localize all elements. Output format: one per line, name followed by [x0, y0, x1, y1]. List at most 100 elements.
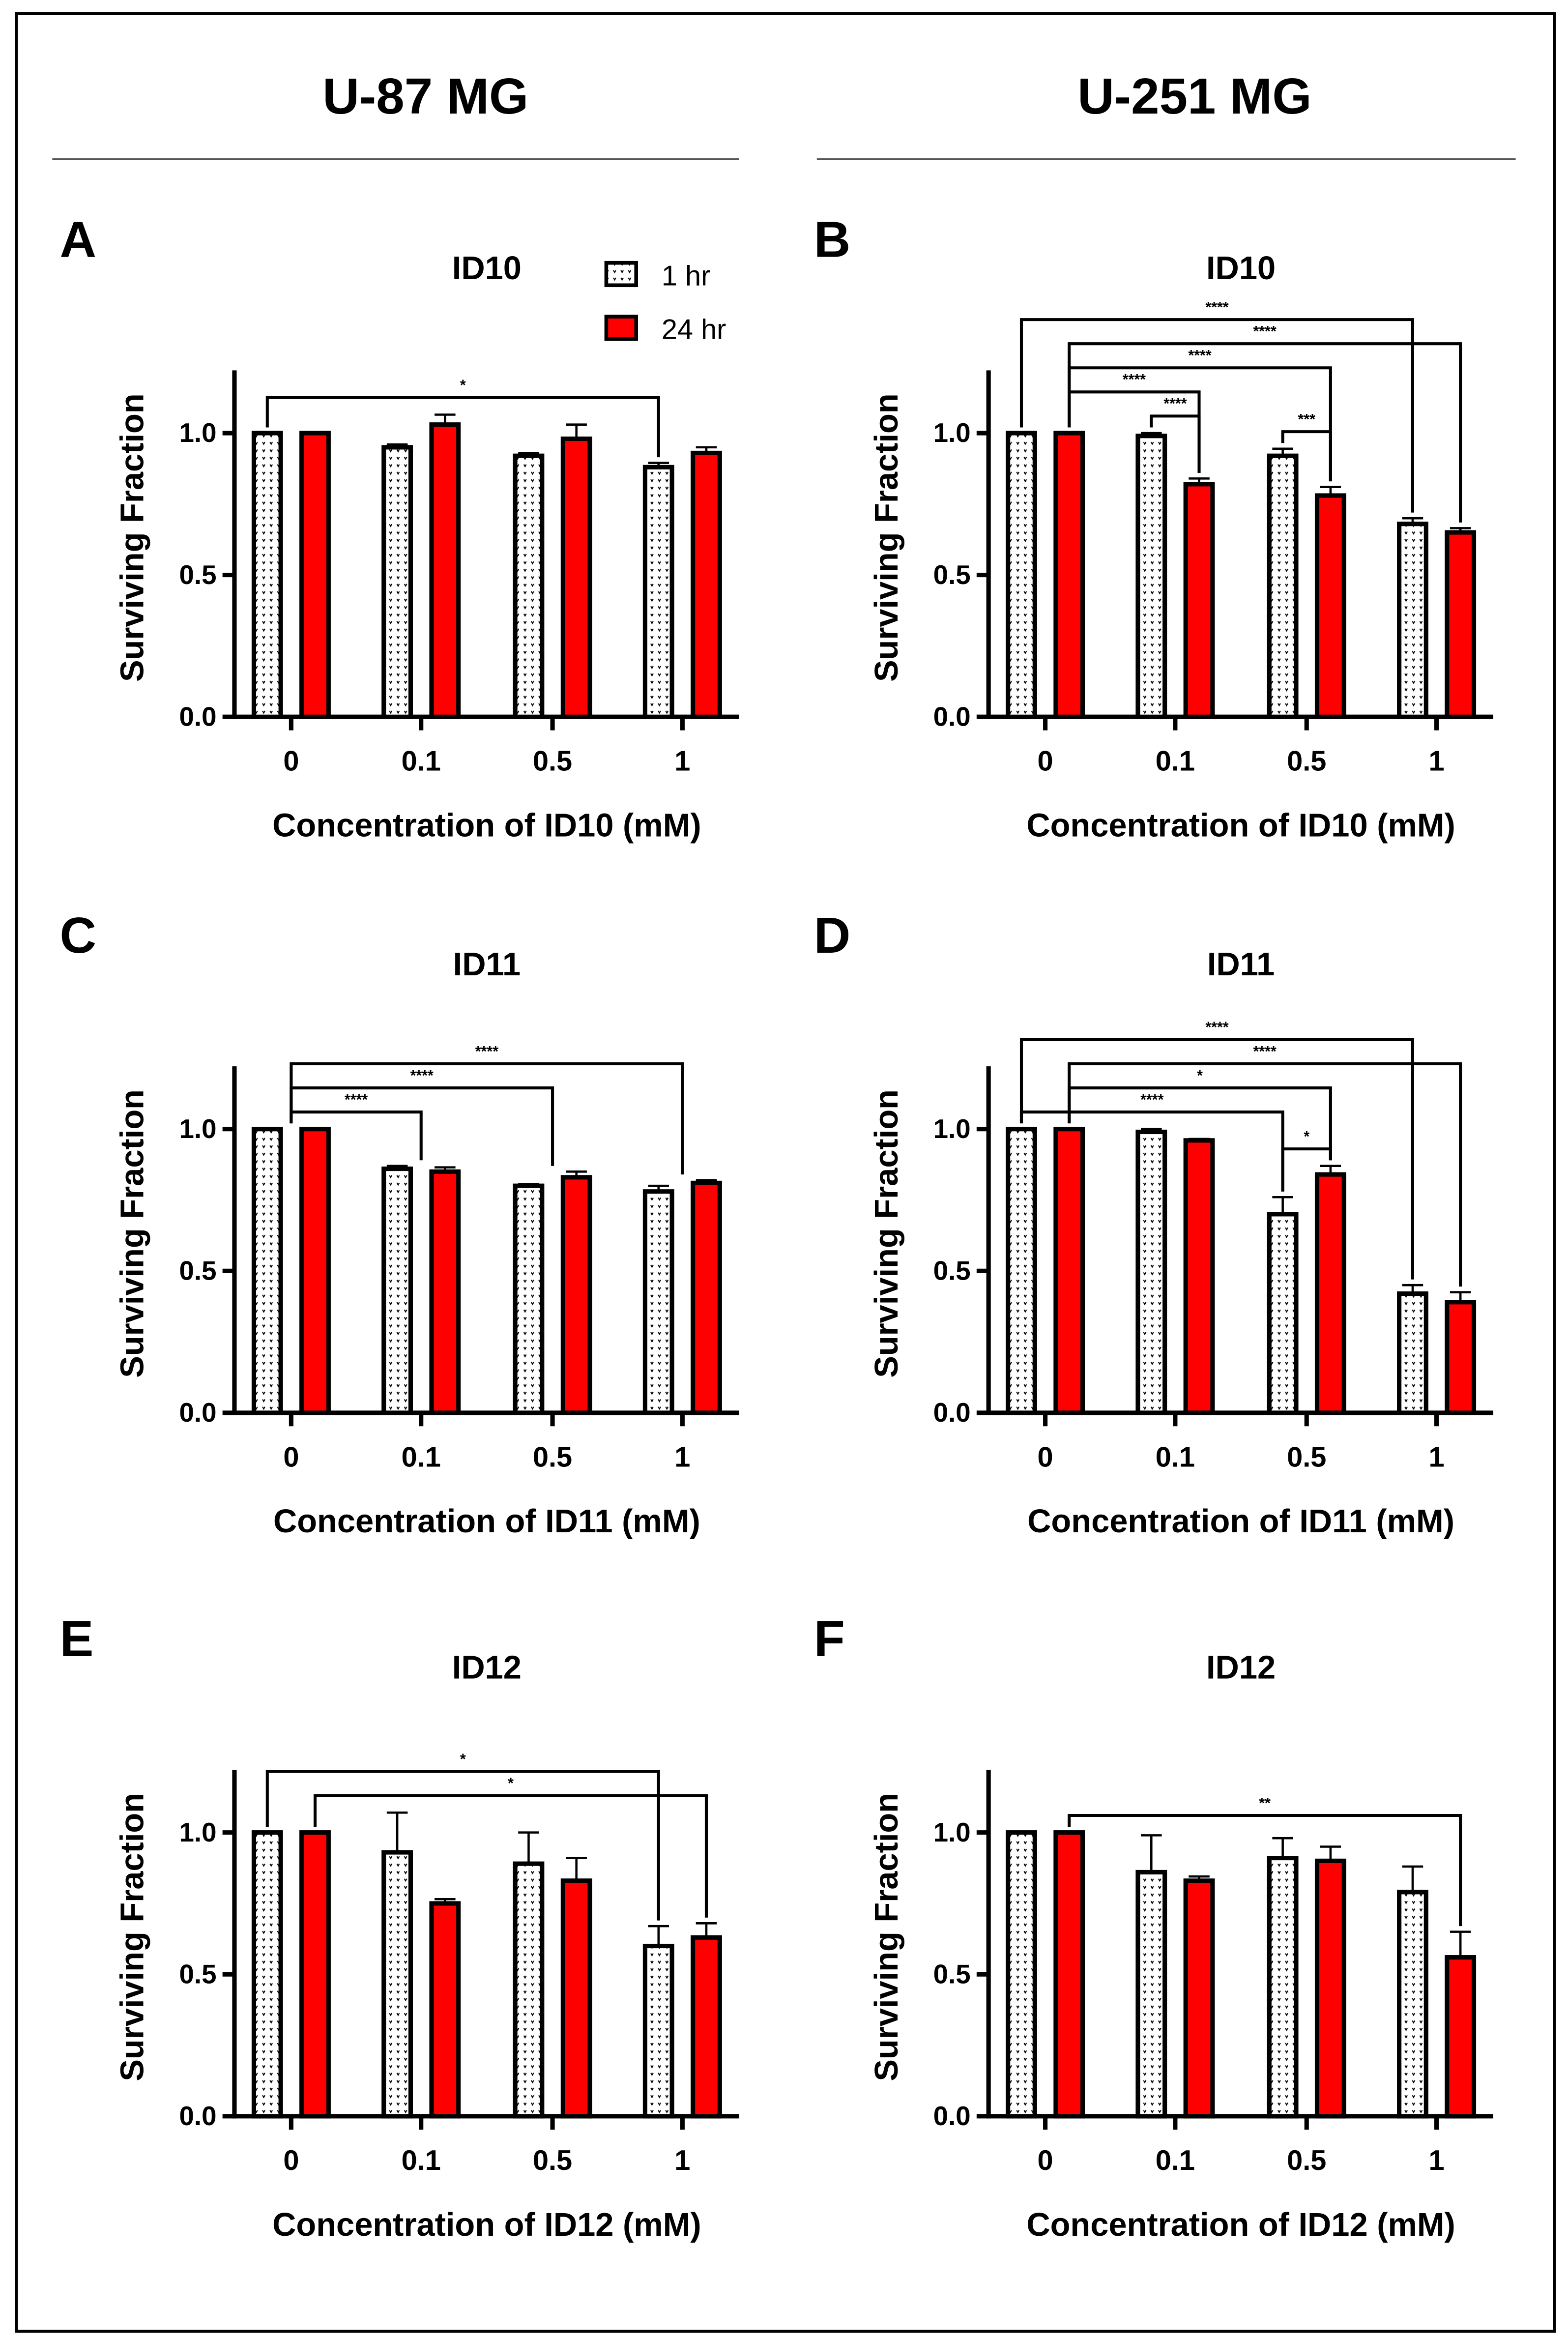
panel-letter: E [60, 1610, 94, 1667]
significance-label: **** [1253, 1043, 1277, 1060]
y-tick-label: 1.0 [179, 1817, 216, 1847]
bar-24hr [691, 1935, 722, 2119]
panel-letter: A [60, 211, 97, 268]
panel-letter: C [60, 906, 97, 964]
bar-1hr [513, 1861, 545, 2119]
significance-label: **** [1205, 299, 1228, 316]
chart-panel-b: B ID10 0.0 0.5 1.0 Surviving Fraction 0 0.1 0.5 1… [814, 211, 1494, 844]
significance-bracket [313, 1794, 708, 1918]
bar-24hr [299, 431, 331, 719]
panel-letter: F [814, 1610, 845, 1667]
y-axis-label: Surviving Fraction [869, 1793, 905, 2081]
bar-24hr [1445, 530, 1477, 719]
bar-24hr [299, 1830, 331, 2119]
panel-letter: B [814, 211, 851, 268]
significance-label: * [1304, 1128, 1309, 1145]
bar-24hr [1183, 482, 1215, 719]
chart-panel-f: F ID12 0.0 0.5 1.0 Surviving Fraction 0 0.1 0.5 1… [814, 1610, 1494, 2243]
bar-1hr [1006, 431, 1037, 719]
chart-title: ID10 [452, 250, 522, 287]
significance-label: * [460, 377, 466, 394]
x-axis-label: Concentration of ID12 (mM) [1026, 2207, 1455, 2243]
significance-bracket [1068, 342, 1462, 523]
y-tick-label: 0.0 [933, 1397, 971, 1428]
y-tick-label: 1.0 [179, 1113, 216, 1144]
chart-panel-c: C ID11 0.0 0.5 1.0 Surviving Fraction 0 0.1 0.5 1… [60, 906, 739, 1540]
bar-24hr [560, 437, 592, 719]
bar-24hr [299, 1127, 331, 1415]
significance-label: *** [1298, 411, 1316, 428]
chart-title: ID10 [1206, 250, 1276, 287]
x-tick-label: 1 [674, 2145, 690, 2176]
y-tick-label: 0.0 [179, 2101, 216, 2131]
x-tick-label: 0 [283, 2145, 299, 2176]
bar-24hr [691, 450, 722, 719]
bar-1hr [513, 453, 545, 719]
y-axis-label: Surviving Fraction [869, 393, 905, 682]
legend-label: 24 hr [662, 314, 726, 346]
panel-letter: D [814, 906, 851, 964]
bar-1hr [251, 1830, 283, 2119]
column-title-u251: U-251 MG [1077, 68, 1312, 126]
significance-label: * [1197, 1067, 1203, 1084]
column-title-u87: U-87 MG [322, 68, 529, 126]
x-tick-label: 0.5 [1287, 1441, 1326, 1473]
legend-label: 1 hr [662, 260, 710, 292]
x-axis-label: Concentration of ID12 (mM) [272, 2207, 701, 2243]
chart-title: ID12 [452, 1650, 522, 1686]
significance-label: **** [1163, 395, 1187, 412]
bar-24hr [1445, 1955, 1477, 2119]
x-tick-label: 0 [1038, 1441, 1053, 1473]
bar-1hr [1267, 453, 1299, 719]
x-axis-label: Concentration of ID11 (mM) [273, 1503, 700, 1540]
chart-panel-e: E ID12 0.0 0.5 1.0 Surviving Fraction 0 0.1 0.5 1… [60, 1610, 739, 2243]
x-tick-label: 1 [1429, 2145, 1445, 2176]
bar-24hr [1053, 1830, 1085, 2119]
bar-1hr [642, 465, 674, 719]
bar-24hr [560, 1175, 592, 1415]
y-axis-label: Surviving Fraction [115, 1793, 151, 2081]
legend-swatch-24hr [604, 315, 638, 341]
bar-1hr [1397, 1890, 1428, 2119]
significance-label: **** [1253, 323, 1277, 340]
bar-1hr [1397, 522, 1428, 719]
x-tick-label: 0.1 [1156, 746, 1195, 777]
legend-swatch-1hr [604, 261, 638, 288]
significance-bracket [1019, 1038, 1414, 1280]
x-tick-label: 0.5 [533, 746, 572, 777]
y-tick-label: 1.0 [933, 417, 971, 448]
significance-label: * [508, 1775, 514, 1791]
chart-title: ID11 [1207, 946, 1275, 983]
y-tick-label: 0.0 [179, 701, 216, 731]
bar-1hr [1397, 1291, 1428, 1415]
x-tick-label: 1 [1429, 746, 1445, 777]
significance-label: **** [1140, 1091, 1163, 1108]
y-tick-label: 1.0 [179, 417, 216, 448]
x-tick-label: 0.5 [1287, 2145, 1326, 2176]
x-axis-label: Concentration of ID10 (mM) [272, 807, 701, 844]
chart-title: ID12 [1206, 1650, 1276, 1686]
bar-24hr [560, 1878, 592, 2119]
column-divider-left [52, 158, 739, 160]
significance-label: **** [475, 1043, 498, 1060]
bar-24hr [691, 1180, 722, 1415]
x-tick-label: 1 [674, 746, 690, 777]
bar-1hr [642, 1189, 674, 1415]
bar-1hr [1135, 1129, 1167, 1415]
bar-1hr [381, 1850, 413, 2119]
x-tick-label: 0 [1038, 746, 1053, 777]
bar-1hr [642, 1943, 674, 2119]
bar-1hr [381, 445, 413, 719]
x-tick-label: 0 [1038, 2145, 1053, 2176]
significance-label: **** [410, 1067, 434, 1084]
y-tick-label: 0.5 [933, 1959, 971, 1989]
y-tick-label: 1.0 [933, 1113, 971, 1144]
y-tick-label: 0.0 [179, 1397, 216, 1428]
x-tick-label: 0 [283, 1441, 299, 1473]
bar-1hr [513, 1183, 545, 1415]
y-axis-label: Surviving Fraction [115, 1089, 151, 1378]
significance-bracket [1068, 1813, 1462, 1927]
significance-bracket [265, 1770, 660, 1921]
